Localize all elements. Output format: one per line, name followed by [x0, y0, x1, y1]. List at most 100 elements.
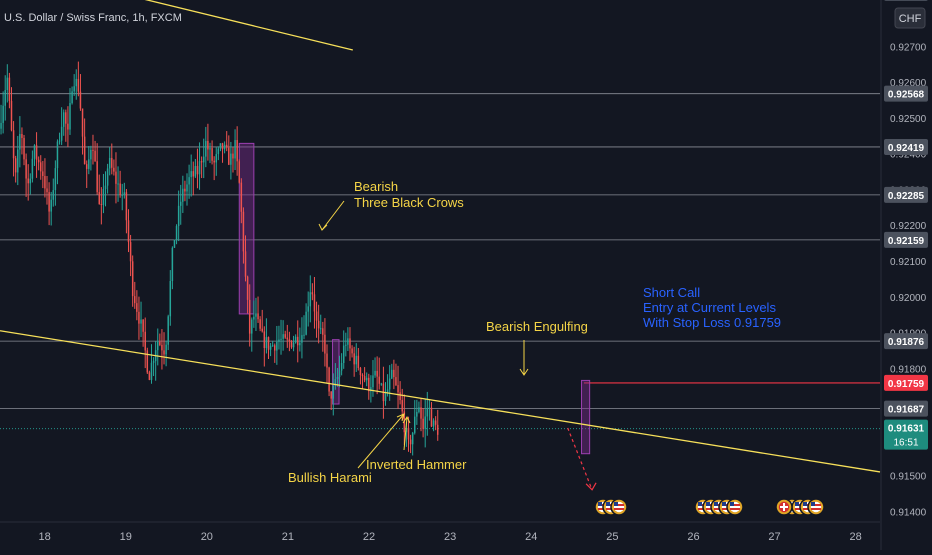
candle-body [397, 385, 399, 393]
event-flag-icon[interactable] [726, 498, 744, 516]
candle-body [244, 251, 247, 277]
chart-title: U.S. Dollar / Swiss Franc, 1h, FXCM [4, 12, 182, 24]
candle-body [388, 378, 391, 390]
candle-body [393, 369, 395, 378]
candle-body [217, 148, 220, 155]
harami-pointer-head [396, 413, 405, 422]
flag-stripe [811, 508, 821, 510]
candle-body [428, 407, 431, 409]
annotation-line: Three Black Crows [354, 195, 464, 210]
level-tag-label: 0.92419 [888, 143, 925, 154]
candle-body [106, 168, 109, 186]
level-tag: 0.92159 [884, 231, 928, 248]
candle-body [157, 341, 159, 351]
candle-body [355, 355, 358, 365]
candle-body [372, 375, 374, 388]
candle-body [263, 331, 266, 349]
swiss-flag-icon[interactable] [775, 498, 793, 516]
candle-body [0, 122, 2, 129]
level-tag-label: 0.91687 [888, 405, 925, 416]
candle-body [150, 362, 153, 380]
candle-body [303, 334, 305, 336]
candle-body [361, 375, 364, 377]
annotation-line: Bearish Engulfing [486, 319, 588, 334]
level-tag: 0.92419 [884, 138, 928, 155]
event-flag-icon[interactable] [610, 498, 628, 516]
flag-canton [795, 502, 799, 506]
annotation-three-black-crows: Bearish Three Black Crows [354, 179, 464, 210]
candle-body [131, 261, 134, 297]
projection-arrow-head [585, 482, 597, 491]
candle-body [123, 192, 126, 195]
candle-body [138, 311, 140, 324]
candle-body [436, 424, 439, 435]
candle-body [347, 338, 349, 345]
price-tick-label: 0.92100 [890, 257, 927, 268]
candle-body [434, 420, 437, 425]
candle-body [167, 316, 169, 345]
candle-body [259, 319, 261, 329]
candle-body [405, 427, 408, 433]
level-tag: 0.91687 [884, 400, 928, 417]
stop-loss-tag: 0.91759 [884, 374, 928, 391]
candle-body [424, 416, 426, 429]
annotation-bearish-engulfing: Bearish Engulfing [486, 319, 588, 334]
candle-body [165, 344, 167, 355]
hammer-pointer [403, 416, 408, 451]
engulfing-pointer-head [519, 368, 529, 376]
candle-body [301, 335, 303, 343]
trendline[interactable] [45, 0, 353, 51]
candle-body [12, 130, 15, 159]
candle-body [313, 294, 316, 312]
candle-body [117, 183, 119, 185]
candle-body [169, 281, 172, 317]
economic-event-markers[interactable] [594, 498, 825, 516]
candle-body [173, 239, 176, 248]
candle-body [175, 226, 178, 240]
candle-body [88, 159, 90, 169]
candle-body [205, 140, 207, 157]
candle-body [163, 350, 165, 355]
candle-body [37, 159, 40, 163]
flag-canton [730, 502, 734, 506]
candle-body [322, 328, 324, 335]
countdown-label: 16:51 [893, 438, 918, 449]
current-price-tag: 0.91631 16:51 [884, 419, 928, 450]
candle-body [376, 370, 378, 377]
candle-body [426, 408, 429, 417]
time-tick-label: 20 [201, 531, 213, 543]
trendlines[interactable] [0, 0, 881, 491]
candle-body [29, 178, 32, 184]
candle-body [104, 185, 107, 189]
candle-body [311, 292, 314, 295]
price-tick-label: 0.92200 [890, 221, 927, 232]
candle-body [328, 367, 330, 392]
level-tag-label: 0.91876 [888, 337, 925, 348]
candle-body [213, 160, 215, 163]
candle-body [179, 201, 182, 206]
currency-label: CHF [899, 13, 922, 25]
candle-body [39, 162, 42, 172]
candle-body [265, 337, 268, 349]
candle-body [25, 159, 27, 179]
candle-body [31, 158, 34, 179]
time-axis[interactable]: 18 19 20 21 22 23 24 25 26 27 28 [0, 521, 880, 543]
level-tag-bg [884, 0, 928, 1]
candle-body [62, 112, 65, 127]
candle-body [6, 77, 9, 91]
candle-body [401, 400, 403, 412]
annotation-line: Bullish Harami [288, 470, 372, 485]
currency-badge[interactable]: CHF [894, 7, 926, 29]
flag-canton [598, 502, 602, 506]
event-flag-icon[interactable] [807, 498, 825, 516]
candle-body [58, 140, 61, 142]
level-tag-bg [884, 231, 928, 248]
time-tick-label: 21 [282, 531, 294, 543]
time-tick-label: 28 [850, 531, 862, 543]
candle-body [27, 178, 29, 184]
flag-canton [803, 502, 807, 506]
annotation-short-call-note: Short Call Entry at Current Levels With St… [643, 285, 781, 330]
trendline[interactable] [0, 330, 881, 473]
